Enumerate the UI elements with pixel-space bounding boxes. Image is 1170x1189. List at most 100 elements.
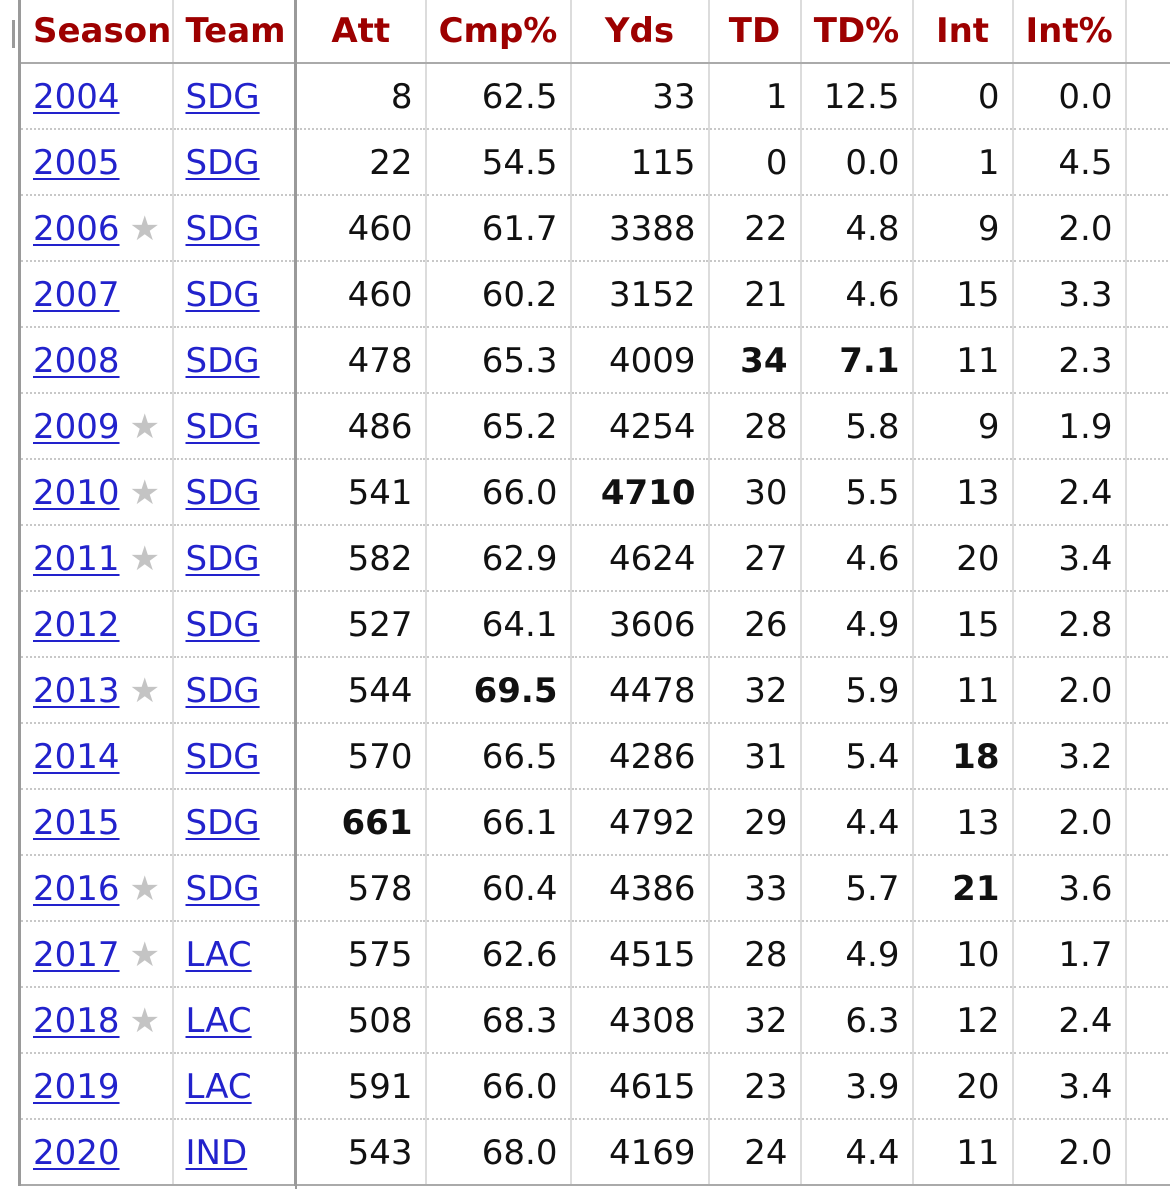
season-link[interactable]: 2008 <box>33 341 120 381</box>
season-link[interactable]: 2019 <box>33 1067 120 1107</box>
team-link[interactable]: SDG <box>185 671 260 711</box>
cell-td: 29 <box>707 789 801 856</box>
table-row: 2020 IND 543 68.0 4169 24 4.4 11 2.0 <box>18 1119 1170 1186</box>
cell-season: 2020 <box>18 1119 173 1186</box>
team-link[interactable]: SDG <box>185 605 260 645</box>
cell-overflow <box>1124 1053 1170 1120</box>
season-link[interactable]: 2009 <box>33 407 120 447</box>
cell-cmp-pct: 61.7 <box>424 195 571 262</box>
season-link[interactable]: 2012 <box>33 605 120 645</box>
season-link[interactable]: 2006 <box>33 209 120 249</box>
season-link[interactable]: 2005 <box>33 143 120 183</box>
cell-cmp-pct: 62.9 <box>424 525 571 592</box>
team-link[interactable]: SDG <box>185 539 260 579</box>
season-link[interactable]: 2004 <box>33 77 120 117</box>
season-link[interactable]: 2011 <box>33 539 120 579</box>
cell-td-pct: 3.9 <box>799 1053 913 1120</box>
cell-team: SDG <box>171 723 297 790</box>
cell-team: LAC <box>171 987 297 1054</box>
team-link[interactable]: SDG <box>185 341 260 381</box>
season-link[interactable]: 2015 <box>33 803 120 843</box>
cell-int: 15 <box>911 261 1013 328</box>
table-row: 2018 ★ LAC 508 68.3 4308 32 6.3 12 2.4 <box>18 987 1170 1054</box>
cell-td: 33 <box>707 855 801 922</box>
team-link[interactable]: SDG <box>185 143 260 183</box>
cell-int: 18 <box>911 723 1013 790</box>
team-link[interactable]: SDG <box>185 869 260 909</box>
cell-yds: 4286 <box>569 723 709 790</box>
team-link[interactable]: SDG <box>185 407 260 447</box>
cell-overflow <box>1124 393 1170 460</box>
cell-td: 26 <box>707 591 801 658</box>
cell-att: 544 <box>294 657 426 724</box>
season-link[interactable]: 2017 <box>33 935 120 975</box>
team-link[interactable]: IND <box>185 1133 248 1173</box>
team-link[interactable]: LAC <box>185 1067 252 1107</box>
cell-int: 11 <box>911 1119 1013 1186</box>
header-td-pct[interactable]: TD% <box>799 0 913 64</box>
cell-overflow <box>1124 459 1170 526</box>
header-att[interactable]: Att <box>294 0 426 64</box>
cell-yds: 4710 <box>569 459 709 526</box>
header-team[interactable]: Team <box>171 0 297 64</box>
cell-overflow <box>1124 327 1170 394</box>
team-link[interactable]: SDG <box>185 209 260 249</box>
cell-cmp-pct: 66.0 <box>424 459 571 526</box>
team-link[interactable]: SDG <box>185 275 260 315</box>
pro-bowl-star-icon: ★ <box>129 935 161 975</box>
cell-overflow <box>1124 657 1170 724</box>
cell-cmp-pct: 68.0 <box>424 1119 571 1186</box>
cell-int: 9 <box>911 393 1013 460</box>
cell-int-pct: 2.4 <box>1011 459 1126 526</box>
cell-int-pct: 2.0 <box>1011 789 1126 856</box>
team-link[interactable]: LAC <box>185 1001 252 1041</box>
season-link[interactable]: 2016 <box>33 869 120 909</box>
team-link[interactable]: SDG <box>185 737 260 777</box>
team-link[interactable]: SDG <box>185 803 260 843</box>
header-yds[interactable]: Yds <box>569 0 709 64</box>
cell-team: SDG <box>171 525 297 592</box>
cell-att: 22 <box>294 129 426 196</box>
season-link[interactable]: 2018 <box>33 1001 120 1041</box>
cell-yds: 4478 <box>569 657 709 724</box>
season-link[interactable]: 2010 <box>33 473 120 513</box>
cell-td-pct: 12.5 <box>799 63 913 130</box>
header-int-pct[interactable]: Int% <box>1011 0 1126 64</box>
header-td[interactable]: TD <box>707 0 801 64</box>
cell-td-pct: 6.3 <box>799 987 913 1054</box>
cell-int-pct: 1.9 <box>1011 393 1126 460</box>
cell-att: 527 <box>294 591 426 658</box>
cell-int: 21 <box>911 855 1013 922</box>
header-cmp-pct[interactable]: Cmp% <box>424 0 571 64</box>
cell-cmp-pct: 62.6 <box>424 921 571 988</box>
cell-team: SDG <box>171 459 297 526</box>
team-link[interactable]: LAC <box>185 935 252 975</box>
season-link[interactable]: 2014 <box>33 737 120 777</box>
cell-cmp-pct: 64.1 <box>424 591 571 658</box>
season-link[interactable]: 2020 <box>33 1133 120 1173</box>
header-int[interactable]: Int <box>911 0 1013 64</box>
team-link[interactable]: SDG <box>185 473 260 513</box>
team-link[interactable]: SDG <box>185 77 260 117</box>
cell-yds: 3152 <box>569 261 709 328</box>
cell-season: 2006 ★ <box>18 195 173 262</box>
cell-td-pct: 4.8 <box>799 195 913 262</box>
season-link[interactable]: 2013 <box>33 671 120 711</box>
cell-overflow <box>1124 1119 1170 1186</box>
cell-overflow <box>1124 63 1170 130</box>
header-season[interactable]: Season <box>18 0 173 64</box>
cell-att: 541 <box>294 459 426 526</box>
cell-season: 2017 ★ <box>18 921 173 988</box>
cell-cmp-pct: 54.5 <box>424 129 571 196</box>
cell-td-pct: 5.4 <box>799 723 913 790</box>
cell-overflow <box>1124 789 1170 856</box>
season-link[interactable]: 2007 <box>33 275 120 315</box>
cell-int-pct: 3.6 <box>1011 855 1126 922</box>
cell-season: 2018 ★ <box>18 987 173 1054</box>
cell-int-pct: 3.4 <box>1011 525 1126 592</box>
cell-team: SDG <box>171 855 297 922</box>
cell-season: 2012 <box>18 591 173 658</box>
cell-td: 28 <box>707 393 801 460</box>
cell-att: 508 <box>294 987 426 1054</box>
